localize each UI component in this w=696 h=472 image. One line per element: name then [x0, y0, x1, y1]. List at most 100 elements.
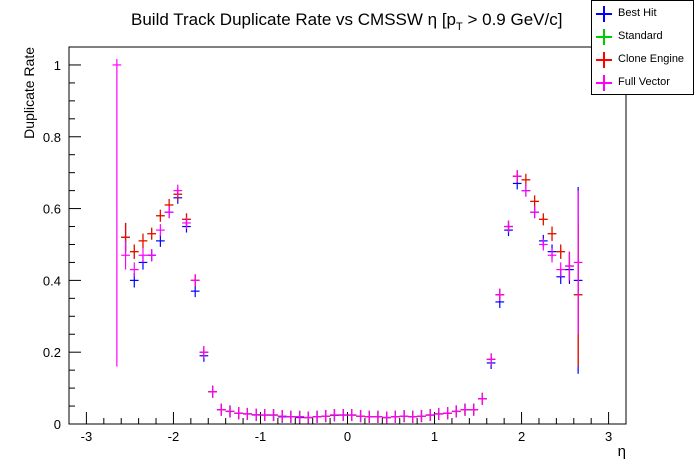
x-tick-label: 1 — [431, 429, 438, 444]
data-point — [451, 405, 461, 418]
data-point — [478, 392, 487, 405]
legend-marker-full-vector — [596, 75, 612, 91]
data-point — [138, 233, 148, 249]
y-tick-label: 0 — [54, 417, 61, 432]
data-point — [286, 410, 296, 423]
data-point — [164, 206, 174, 219]
series-clone-engine — [121, 170, 583, 424]
data-point — [530, 195, 539, 208]
data-point — [556, 262, 566, 277]
data-point — [538, 238, 548, 251]
x-axis-ticks: -3 -2 -1 0 1 2 3 — [68, 412, 627, 444]
data-point — [129, 262, 139, 277]
data-point — [156, 234, 165, 247]
series-best-hit — [121, 177, 583, 424]
data-point — [190, 285, 200, 298]
data-point — [356, 410, 365, 423]
data-point — [156, 209, 165, 222]
plot-frame — [68, 46, 627, 425]
data-point — [486, 353, 496, 366]
data-point — [530, 206, 539, 219]
data-point — [147, 227, 157, 240]
y-tick-label: 0.8 — [43, 130, 61, 145]
y-tick-label: 0.6 — [43, 202, 61, 217]
y-tick-label: 0.2 — [43, 345, 61, 360]
data-point — [338, 409, 348, 422]
x-tick-label: -3 — [81, 429, 93, 444]
data-point — [469, 403, 479, 416]
data-point — [373, 410, 383, 423]
data-point — [425, 409, 435, 422]
data-point — [565, 251, 574, 281]
data-point — [112, 58, 122, 367]
legend-entry-best-hit: Best Hit — [592, 3, 693, 25]
data-point — [521, 173, 531, 186]
data-point — [330, 409, 339, 422]
data-series — [112, 58, 583, 424]
data-point — [312, 410, 322, 423]
data-point — [460, 403, 470, 416]
legend-label: Full Vector — [618, 76, 670, 88]
data-point — [399, 410, 409, 423]
series-standard — [121, 170, 583, 424]
data-point — [521, 184, 531, 197]
data-point — [138, 248, 148, 263]
legend-marker-best-hit — [596, 6, 612, 22]
x-tick-label: -2 — [168, 429, 180, 444]
x-axis-label: η — [618, 443, 626, 460]
data-point — [243, 407, 252, 420]
legend-label: Best Hit — [618, 7, 657, 19]
data-point — [129, 244, 139, 259]
data-point — [208, 385, 217, 398]
data-point — [303, 411, 313, 424]
data-point — [234, 407, 244, 420]
data-point — [321, 410, 331, 423]
data-point — [173, 184, 183, 197]
legend-entry-standard: Standard — [592, 26, 693, 48]
data-point — [260, 409, 270, 422]
data-point — [251, 408, 261, 421]
data-point — [538, 213, 548, 226]
series-full-vector — [112, 58, 583, 424]
data-point — [556, 244, 566, 259]
legend-label: Clone Engine — [618, 53, 685, 65]
chart-title: Build Track Duplicate Rate vs CMSSW η [p… — [131, 10, 562, 33]
data-point — [382, 411, 392, 424]
data-point — [547, 248, 557, 263]
legend-entry-clone-engine: Clone Engine — [592, 49, 693, 71]
data-point — [295, 410, 304, 423]
y-tick-label: 1 — [54, 58, 61, 73]
chart-title-end: > 0.9 GeV/c] — [463, 10, 563, 29]
svg-text:Build Track Duplicate Rate vs: Build Track Duplicate Rate vs CMSSW η [p… — [131, 10, 562, 33]
data-point — [147, 249, 157, 262]
legend-marker-clone-engine — [596, 52, 612, 68]
data-point — [190, 274, 200, 287]
data-point — [269, 409, 278, 422]
data-point — [504, 220, 513, 233]
data-point — [199, 346, 209, 359]
x-tick-label: -1 — [255, 429, 267, 444]
y-tick-label: 0.4 — [43, 273, 61, 288]
x-tick-label: 3 — [605, 429, 612, 444]
data-point — [417, 410, 426, 423]
data-point — [347, 409, 357, 422]
x-tick-label: 0 — [344, 429, 351, 444]
data-point — [547, 226, 557, 241]
legend-marker-standard — [596, 29, 612, 45]
data-point — [156, 224, 165, 237]
data-point — [443, 407, 452, 420]
chart-title-main: Build Track Duplicate Rate vs CMSSW η [p — [131, 10, 456, 29]
chart-title-subscript: T — [456, 21, 463, 33]
data-point — [364, 410, 374, 423]
data-point — [277, 410, 287, 423]
data-point — [434, 407, 444, 420]
legend: Best Hit Standard Clone Engine Full Vect… — [591, 0, 694, 95]
y-axis-label: Duplicate Rate — [21, 47, 37, 139]
data-point — [121, 240, 130, 270]
legend-label: Standard — [618, 30, 663, 42]
x-tick-label: 2 — [518, 429, 525, 444]
data-point — [391, 410, 400, 423]
data-point — [216, 403, 226, 416]
data-point — [573, 190, 583, 335]
